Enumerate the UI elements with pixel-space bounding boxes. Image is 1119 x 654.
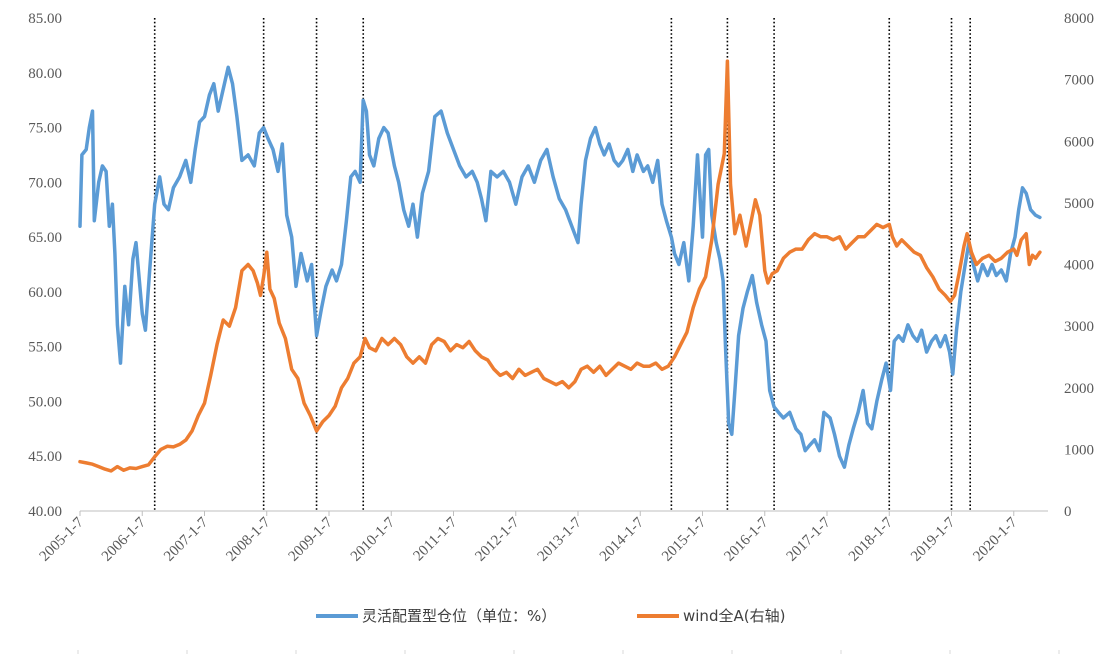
x-axis-tick-labels: 2005-1-7 2006-1-7 2007-1-7 2008-1-7 2009-1-7… bbox=[37, 514, 1021, 565]
left-axis-tick-label: 85.00 bbox=[28, 11, 62, 27]
legend-label: wind全A(右轴) bbox=[683, 607, 785, 625]
x-axis-tick-label: 2016-1-7 bbox=[721, 514, 772, 565]
right-axis-tick-label: 8000 bbox=[1064, 11, 1094, 27]
left-axis-tick-label: 70.00 bbox=[28, 175, 62, 191]
x-axis-tick-label: 2018-1-7 bbox=[846, 514, 897, 565]
left-axis-tick-label: 65.00 bbox=[28, 230, 62, 246]
vertical-dotted-markers bbox=[153, 18, 971, 511]
x-axis-tick-label: 2012-1-7 bbox=[472, 514, 523, 565]
left-axis-tick-label: 40.00 bbox=[28, 504, 62, 520]
x-axis-tick-label: 2014-1-7 bbox=[597, 514, 648, 565]
x-axis-tick-label: 2017-1-7 bbox=[784, 514, 835, 565]
left-axis-tick-label: 60.00 bbox=[28, 285, 62, 301]
x-axis-tick-label: 2013-1-7 bbox=[535, 514, 586, 565]
left-axis-tick-label: 50.00 bbox=[28, 394, 62, 410]
right-axis-tick-label: 1000 bbox=[1064, 442, 1094, 458]
x-axis-tick-label: 2007-1-7 bbox=[161, 514, 212, 565]
x-axis-tick-label: 2009-1-7 bbox=[286, 514, 337, 565]
series-line-wind-all-a bbox=[78, 59, 1042, 473]
bottom-frame-ticks bbox=[77, 650, 1060, 654]
left-axis-tick-label: 55.00 bbox=[28, 340, 62, 356]
series-line-flexible-allocation bbox=[78, 65, 1042, 469]
right-axis-tick-label: 2000 bbox=[1064, 381, 1094, 397]
x-axis-tick-marks bbox=[79, 511, 1015, 516]
x-axis-tick-label: 2011-1-7 bbox=[411, 514, 461, 564]
right-axis-tick-label: 7000 bbox=[1064, 73, 1094, 89]
x-axis-tick-label: 2015-1-7 bbox=[659, 514, 710, 565]
right-axis-tick-label: 4000 bbox=[1064, 258, 1094, 274]
left-axis-tick-labels: 40.00 45.00 50.00 55.00 60.00 65.00 70.00 75.00… bbox=[28, 11, 62, 520]
right-axis-tick-label: 6000 bbox=[1064, 134, 1094, 150]
x-axis-tick-label: 2010-1-7 bbox=[348, 514, 399, 565]
x-axis-tick-label: 2020-1-7 bbox=[970, 514, 1021, 565]
legend-label: 灵活配置型仓位（单位：%） bbox=[362, 607, 556, 625]
x-axis-tick-label: 2019-1-7 bbox=[908, 514, 959, 565]
legend: 灵活配置型仓位（单位：%） wind全A(右轴) bbox=[316, 607, 785, 625]
right-axis-tick-label: 0 bbox=[1064, 504, 1072, 520]
x-axis-tick-label: 2005-1-7 bbox=[37, 514, 88, 565]
left-axis-tick-label: 45.00 bbox=[28, 449, 62, 465]
x-axis-tick-label: 2008-1-7 bbox=[223, 514, 274, 565]
right-axis-tick-label: 5000 bbox=[1064, 196, 1094, 212]
right-axis-tick-labels: 0 1000 2000 3000 4000 5000 6000 7000 8000 bbox=[1064, 11, 1094, 520]
right-axis-tick-label: 3000 bbox=[1064, 319, 1094, 335]
left-axis-tick-label: 75.00 bbox=[28, 121, 62, 137]
series-lines bbox=[78, 59, 1042, 473]
left-axis-tick-label: 80.00 bbox=[28, 66, 62, 82]
x-axis-tick-label: 2006-1-7 bbox=[99, 514, 150, 565]
